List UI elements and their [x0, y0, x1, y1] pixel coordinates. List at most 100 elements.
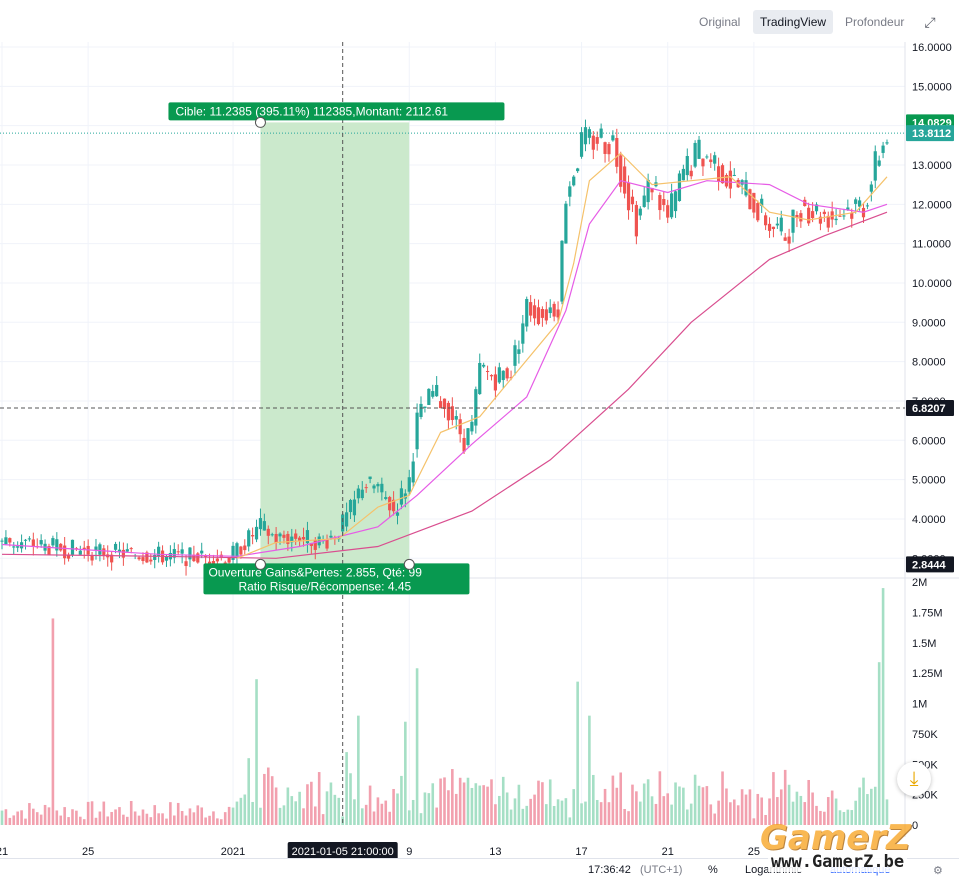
- candle-body: [693, 142, 697, 167]
- volume-bar: [576, 681, 579, 825]
- volume-bar: [752, 818, 756, 825]
- candle-body: [724, 175, 729, 187]
- volume-bar: [63, 807, 66, 825]
- candle-body: [634, 205, 638, 237]
- candle-body: [243, 545, 247, 551]
- candle-body: [752, 192, 756, 213]
- volume-bar: [231, 807, 235, 825]
- volume-bar: [611, 775, 615, 825]
- candle-body: [818, 216, 823, 224]
- volume-bar: [212, 811, 215, 825]
- volume-bar: [317, 772, 321, 825]
- volume-bar: [82, 819, 86, 825]
- volume-bar: [505, 792, 509, 825]
- volume-bar: [368, 785, 372, 825]
- candle-body: [795, 214, 799, 218]
- volume-bar: [32, 808, 35, 825]
- volume-bar: [826, 797, 830, 825]
- volume-bar: [259, 807, 262, 825]
- volume-bar: [768, 798, 771, 825]
- crosshair-time-label: [287, 842, 398, 858]
- price-axis-label-text: 13.8112: [912, 128, 951, 140]
- volume-bar: [772, 772, 775, 825]
- candle-body: [630, 196, 635, 205]
- volume-bar: [59, 815, 63, 825]
- candle-body: [560, 240, 564, 302]
- candle-body: [509, 377, 513, 379]
- price-tick-label: 8.0000: [912, 357, 946, 369]
- volume-bar: [556, 799, 560, 825]
- volume-bar: [537, 780, 540, 825]
- candle-body: [313, 539, 317, 550]
- candle-body: [282, 534, 286, 538]
- candle-body: [623, 166, 627, 194]
- volume-bar: [454, 793, 458, 825]
- candle-body: [207, 561, 212, 564]
- volume-bar: [584, 801, 587, 825]
- volume-bar: [75, 810, 78, 825]
- volume-bar: [169, 802, 172, 825]
- volume-bar: [490, 779, 493, 825]
- tab-tradingview[interactable]: TradingView: [753, 10, 834, 34]
- volume-bar: [486, 786, 489, 825]
- ma-mid-line: [1, 180, 888, 557]
- candle-body: [145, 552, 149, 563]
- candle-body: [626, 183, 631, 211]
- volume-bar: [51, 618, 55, 825]
- volume-bar: [654, 803, 658, 825]
- volume-bar: [110, 811, 113, 825]
- candle-body: [556, 309, 560, 318]
- volume-bar: [811, 792, 814, 825]
- chart-background: [0, 42, 959, 858]
- volume-bar: [325, 791, 329, 825]
- price-chart[interactable]: 16.000015.000014.000013.000012.000011.00…: [0, 42, 959, 858]
- volume-bar: [192, 812, 196, 825]
- tab-profondeur[interactable]: Profondeur: [845, 15, 905, 29]
- volume-bar: [670, 804, 673, 825]
- percent-toggle[interactable]: %: [708, 864, 718, 876]
- candle-body: [767, 223, 772, 231]
- candle-body: [345, 512, 349, 527]
- volume-bar: [588, 715, 591, 825]
- volume-bar: [329, 782, 333, 825]
- volume-bar: [39, 814, 43, 825]
- volume-bar: [631, 784, 634, 825]
- volume-bar: [388, 811, 391, 825]
- scroll-to-latest-button[interactable]: ⤓: [897, 762, 931, 796]
- price-tick-label: 4.0000: [912, 514, 946, 526]
- volume-bar: [290, 796, 294, 825]
- volume-bar: [129, 800, 133, 825]
- candle-body: [325, 539, 329, 549]
- volume-bar: [650, 796, 654, 825]
- candle-body: [517, 349, 521, 354]
- volume-bar: [0, 810, 4, 825]
- tab-original[interactable]: Original: [699, 15, 741, 29]
- volume-bar: [153, 805, 157, 825]
- settings-gear-icon[interactable]: ⚙: [933, 865, 943, 877]
- price-tick-label: 13.0000: [912, 160, 952, 172]
- candle-body: [536, 307, 541, 325]
- volume-bar: [200, 807, 204, 825]
- volume-bar: [736, 805, 740, 825]
- candle-body: [865, 205, 870, 207]
- timezone-label[interactable]: (UTC+1): [640, 864, 683, 876]
- candle-body: [247, 530, 251, 547]
- volume-bar: [227, 806, 231, 825]
- candle-body: [153, 555, 157, 560]
- candle-body: [301, 536, 306, 540]
- candle-body: [478, 362, 482, 395]
- candle-body: [435, 384, 439, 397]
- volume-bar: [415, 668, 419, 825]
- fullscreen-icon[interactable]: ⤢: [924, 14, 936, 30]
- volume-bar: [443, 777, 446, 825]
- candle-body: [298, 537, 302, 542]
- candle-body: [783, 237, 787, 241]
- volume-bar: [28, 803, 31, 825]
- volume-bar: [799, 795, 803, 825]
- volume-bar: [67, 817, 70, 825]
- volume-bar: [498, 795, 501, 825]
- stats-label-line1: Ouverture Gains&Pertes: 2.855, Qté: 99: [208, 565, 422, 579]
- candle-body: [717, 166, 721, 182]
- candle-body: [830, 211, 834, 220]
- volume-bar: [376, 797, 380, 825]
